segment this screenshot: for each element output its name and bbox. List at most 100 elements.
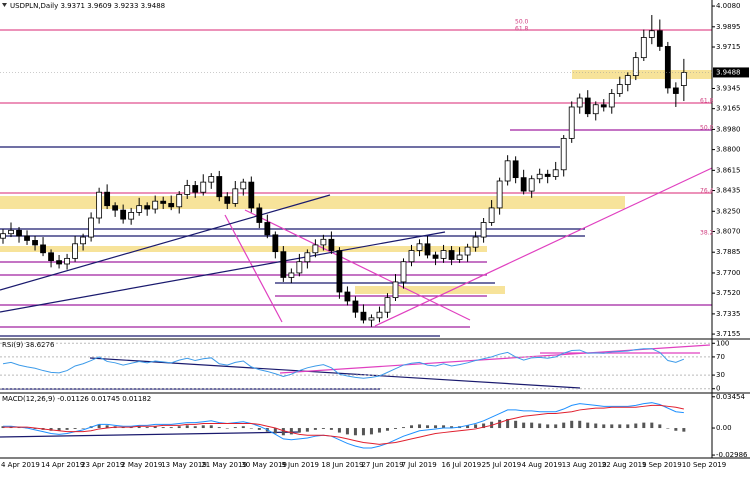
macd-bar [418,424,422,429]
candle-body [416,243,423,251]
candle-body [672,87,679,94]
macd-bar [73,428,77,429]
candle-body [656,30,663,47]
candle-body [496,180,503,209]
macd-bar [369,428,373,435]
macd-bar [353,428,357,436]
macd-bar [385,428,389,431]
candle-body [432,254,439,259]
candle-body [624,75,631,85]
macd-bar [65,428,69,430]
x-tick-label: 7 Jul 2019 [402,461,437,469]
candle-body [96,191,103,219]
macd-bar [442,425,446,429]
macd-bar [594,423,598,429]
candle-body [320,238,327,246]
macd-bar [81,428,85,429]
macd-bar [570,420,574,429]
x-tick-label: 21 May 2019 [201,461,247,469]
candle-body [144,205,151,210]
candle-body [632,57,639,76]
candle-body [280,251,287,278]
candle-body [24,235,30,241]
x-tick-label: 4 Aug 2019 [522,461,562,469]
macd-bar [618,424,622,429]
macd-bar [586,422,590,429]
y-tick-label: 3.8250 [716,207,741,215]
y-tick-label: 30 [716,371,725,379]
macd-bar [393,428,397,429]
candle-body [368,317,375,321]
candle-body [88,217,95,238]
y-tick-label: -0.02986 [716,451,748,459]
candle-body [296,261,303,274]
macd-bar [177,426,181,429]
fib-label: 76.4 [700,188,714,195]
candle-body [168,203,175,208]
candle-body [80,236,86,245]
macd-bar [674,428,678,431]
candle-body [520,177,527,192]
macd-bar [273,428,277,434]
rsi-line [2,348,685,379]
macd-bar [666,428,670,429]
y-tick-label: 3.7520 [716,289,741,297]
x-tick-label: 9 Jun 2019 [281,461,319,469]
candle-body [360,311,367,321]
macd-bar [337,428,341,433]
macd-bar [426,425,430,429]
candle-body [472,236,479,248]
candle-body [112,205,119,211]
candle-body [272,234,279,253]
macd-bar [137,426,141,429]
y-tick-label: 3.7335 [716,310,741,318]
candle-body [408,250,415,263]
zone [0,196,625,209]
candle-body [40,244,46,254]
candle-body [536,173,543,180]
x-tick-label: 2 May 2019 [121,461,162,469]
x-tick-label: 10 Sep 2019 [682,461,726,469]
trendline [224,214,283,323]
candle-body [240,181,247,190]
candle-body [56,260,62,265]
macd-bar [153,426,157,429]
candle-body [448,250,455,260]
macd-bar [57,428,61,431]
candle-body [592,104,599,115]
zone [355,286,505,294]
fib-label: 50.0 [700,125,714,132]
candle-body [16,229,22,237]
macd-bar [554,424,558,429]
macd-bar [377,428,381,433]
y-tick-label: 0.00 [716,424,732,432]
candle-body [216,176,223,198]
candle-body [128,211,135,220]
macd-bar [450,426,454,429]
y-tick-label: 3.7155 [716,330,741,338]
macd-bar [562,422,566,429]
candle-body [256,207,263,223]
y-tick-label: 3.9345 [716,84,741,92]
candle-body [32,240,38,246]
candle-body [648,30,655,38]
candle-body [248,181,255,209]
trendline [244,209,471,321]
y-tick-label: 3.7700 [716,269,741,277]
y-tick-label: 3.7885 [716,248,741,256]
candle-body [72,243,78,259]
x-tick-label: 18 Jun 2019 [321,461,363,469]
macd-bar [506,418,510,429]
x-tick-label: 23 Apr 2019 [81,461,124,469]
macd-bar [578,420,582,429]
candle-body [392,281,399,299]
candle-body [344,291,351,302]
macd-title: MACD(12,26,9) -0.01126 0.01745 0.01182 [2,395,151,403]
macd-bar [105,425,109,429]
analyst-drawings [0,29,713,438]
price-tag-label: 3.9488 [716,68,741,76]
candle-body [312,244,319,254]
macd-bar [289,428,293,435]
candle-body [504,160,511,182]
macd-bar [482,423,486,429]
